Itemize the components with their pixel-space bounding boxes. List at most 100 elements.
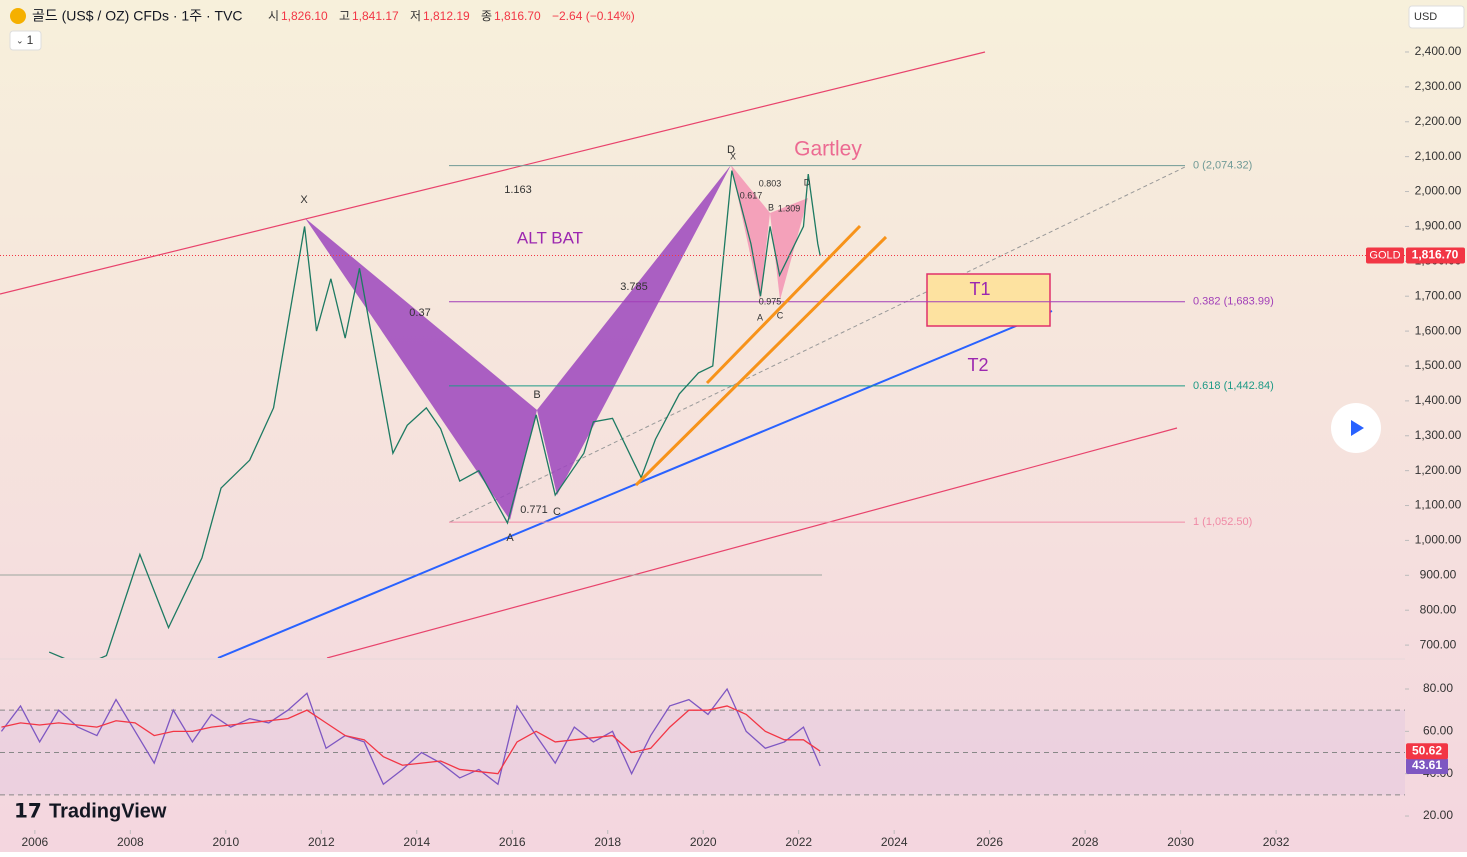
ohlc-label: 시 xyxy=(268,9,279,23)
y-tick-label: 700.00 xyxy=(1420,637,1457,651)
ohlc-value: 1,826.10 xyxy=(281,9,328,23)
fib-label: 1 (1,052.50) xyxy=(1193,516,1252,528)
annotation: 0.617 xyxy=(740,190,763,200)
symbol-icon xyxy=(10,8,26,24)
ohlc-label: 종 xyxy=(481,9,492,23)
logo-mark: 𝟭𝟳 xyxy=(14,800,42,822)
x-tick-label: 2032 xyxy=(1263,835,1290,849)
price-label-box xyxy=(1406,247,1465,264)
y-tick-label: 1,900.00 xyxy=(1415,219,1462,233)
symbol: 골드 (US$ / OZ) CFDs · 1주 · TVC xyxy=(32,8,243,24)
play-icon[interactable] xyxy=(1351,420,1364,436)
y-tick-label: 1,100.00 xyxy=(1415,498,1462,512)
x-tick-label: 2020 xyxy=(690,835,717,849)
value-label-box xyxy=(1406,758,1448,775)
y-tick-label: 2,200.00 xyxy=(1415,114,1462,128)
channel-line xyxy=(326,427,1178,658)
annotation: A xyxy=(757,312,763,322)
y-tick-label: 1,500.00 xyxy=(1415,358,1462,372)
ohlc-value: 1,812.19 xyxy=(423,9,470,23)
annotation: 1.163 xyxy=(504,184,532,196)
price-pane: 0 (2,074.32) 0.382 (1,683.99) 0.618 (1,442… xyxy=(0,160,1405,658)
pattern-label: ALT BAT xyxy=(517,228,583,247)
interval-button[interactable] xyxy=(9,30,42,51)
value-label: 43.61 xyxy=(1412,758,1442,772)
y-tick-label: 20.00 xyxy=(1423,808,1453,822)
x-tick-label: 2026 xyxy=(976,835,1003,849)
annotation: 3.785 xyxy=(620,281,648,293)
channel-line xyxy=(0,51,986,295)
symbol-tag: GOLD xyxy=(1369,249,1400,261)
y-tick-label: 2,000.00 xyxy=(1415,184,1462,198)
target-label: T1 xyxy=(969,279,990,299)
y-tick-label: 1,400.00 xyxy=(1415,393,1462,407)
x-tick-label: 2006 xyxy=(21,835,48,849)
value-label: 50.62 xyxy=(1412,743,1442,757)
trend-line xyxy=(634,235,888,487)
y-tick-label: 1,600.00 xyxy=(1415,323,1462,337)
fib-label: 0.618 (1,442.84) xyxy=(1193,380,1274,392)
currency-button[interactable] xyxy=(1408,5,1465,29)
pattern xyxy=(305,218,537,520)
annotation: 0.771 xyxy=(520,504,548,516)
trend-line xyxy=(217,310,1053,658)
y-tick-label: 2,300.00 xyxy=(1415,79,1462,93)
y-tick-label: 1,200.00 xyxy=(1415,463,1462,477)
header: 골드 (US$ / OZ) CFDs · 1주 · TVC 시 1,826.10… xyxy=(9,5,1465,822)
price-label: 1,816.70 xyxy=(1412,248,1459,262)
annotation: D xyxy=(727,144,735,156)
annotation: C xyxy=(777,310,784,320)
series-line xyxy=(1,705,821,775)
rsi-pane xyxy=(0,687,1405,796)
y-tick-label: 80.00 xyxy=(1423,681,1453,695)
annotation: 0.975 xyxy=(759,296,782,306)
pattern xyxy=(537,165,731,495)
x-tick-label: 2024 xyxy=(881,835,908,849)
annotation: 0.37 xyxy=(409,307,430,319)
y-tick-label: 1,000.00 xyxy=(1415,533,1462,547)
series-line xyxy=(0,687,821,786)
ohlc-label: 고 xyxy=(339,9,350,23)
y-tick-label: 800.00 xyxy=(1420,602,1457,616)
logo: TradingView xyxy=(49,800,167,822)
x-tick-label: 2010 xyxy=(212,835,239,849)
y-tick-label: 60.00 xyxy=(1423,724,1453,738)
x-tick-label: 2030 xyxy=(1167,835,1194,849)
annotation: B xyxy=(768,202,774,212)
x-tick-label: 2028 xyxy=(1072,835,1099,849)
fib-label: 0.382 (1,683.99) xyxy=(1193,296,1274,308)
x-tick-label: 2016 xyxy=(499,835,526,849)
pattern-label: Gartley xyxy=(794,138,862,161)
drawings xyxy=(0,51,1186,658)
annotation: B xyxy=(533,389,540,401)
annotation: 0.803 xyxy=(759,178,782,188)
y-tick-label: 1,700.00 xyxy=(1415,288,1462,302)
x-tick-label: 2012 xyxy=(308,835,335,849)
y-tick-label: 900.00 xyxy=(1420,567,1457,581)
ohlc-value: 1,841.17 xyxy=(352,9,399,23)
symbol-tag-box xyxy=(1366,247,1404,264)
annotation: A xyxy=(506,532,514,544)
series-line xyxy=(48,170,821,658)
overlay: X A B C D 1.163 ALT BAT 0.37 3.785 0.771… xyxy=(300,138,990,544)
annotation: C xyxy=(553,506,561,518)
x-tick-label: 2018 xyxy=(594,835,621,849)
annotation: X xyxy=(730,151,736,161)
x-tick-label: 2014 xyxy=(403,835,430,849)
target-label: T2 xyxy=(967,355,988,375)
interval[interactable]: 1 xyxy=(27,33,34,47)
fib-label: 0 (2,074.32) xyxy=(1193,160,1252,172)
annotation: D xyxy=(804,177,811,187)
change: −2.64 (−0.14%) xyxy=(552,9,635,23)
currency[interactable]: USD xyxy=(1414,11,1437,23)
annotation: X xyxy=(300,194,308,206)
annotation: 1.309 xyxy=(778,203,801,213)
trend-line xyxy=(705,224,862,385)
chevron: ⌄ xyxy=(16,35,24,45)
pattern xyxy=(731,165,770,300)
x-tick-label: 2022 xyxy=(785,835,812,849)
x-tick-label: 2008 xyxy=(117,835,144,849)
value-label-box xyxy=(1406,743,1448,760)
